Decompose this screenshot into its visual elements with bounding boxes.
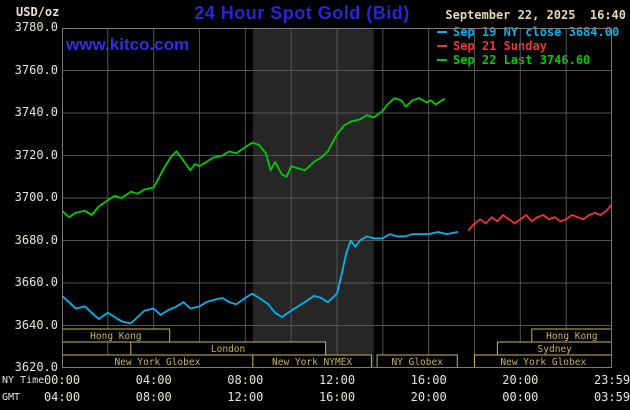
y-axis-tick-label: 3700.0 — [14, 190, 58, 204]
market-session-label: Sydney — [538, 344, 573, 355]
y-axis-tick-label: 3780.0 — [14, 20, 58, 34]
y-axis-tick-label: 3680.0 — [14, 232, 58, 247]
ny-time-tick-label: 00:00 — [43, 373, 81, 387]
chart-datetime: September 22, 2025 16:40 — [445, 8, 626, 22]
price-line-sep21 — [467, 203, 613, 231]
ny-time-tick-label: 12:00 — [318, 373, 356, 387]
market-session-label: Hong Kong — [546, 331, 597, 342]
gmt-axis-caption: GMT — [2, 392, 21, 403]
gmt-tick-label: 03:59 — [593, 390, 630, 404]
market-session-label: New York NYMEX — [272, 357, 352, 368]
page-title: 24 Hour Spot Gold (Bid) — [194, 3, 410, 23]
y-axis-tick-label: 3640.0 — [14, 317, 58, 332]
legend-line-swatch — [437, 45, 447, 47]
y-axis-tick-label: 3620.0 — [14, 360, 58, 374]
gmt-tick-label: 20:00 — [410, 390, 447, 404]
ny-time-tick-label: 16:00 — [410, 373, 447, 387]
chart-plot-area: Hong Kong Hong Kong London Sydney New York G… — [61, 27, 613, 369]
gmt-tick-label: 00:00 — [502, 390, 539, 404]
gmt-axis: 04:00 08:00 12:00 16:00 20:00 00:00 03:59 — [0, 390, 630, 404]
gmt-tick-label: 08:00 — [135, 390, 172, 404]
market-session-label: Hong Kong — [90, 331, 141, 342]
y-axis-units-label: USD/oz — [16, 5, 60, 19]
kitco-watermark-link[interactable]: www.kitco.com — [66, 35, 190, 54]
y-axis-tick-label: 3720.0 — [14, 147, 58, 162]
chart-svg: Hong Kong Hong Kong London Sydney New York G… — [61, 27, 613, 369]
market-session-label: London — [211, 344, 245, 355]
gmt-tick-label: 16:00 — [318, 390, 356, 404]
ny-time-axis-caption: NY Time — [2, 375, 45, 386]
ny-time-tick-label: 08:00 — [227, 373, 264, 387]
y-axis-tick-label: 3740.0 — [14, 105, 58, 119]
ny-time-axis: 00:00 04:00 08:00 12:00 16:00 20:00 23:59 — [0, 373, 630, 387]
y-axis-tick-label: 3660.0 — [14, 275, 58, 289]
market-session-label: New York Globex — [500, 357, 586, 368]
ny-time-tick-label: 23:59 — [593, 373, 630, 387]
legend-label: Sep 21 Sunday — [453, 39, 547, 53]
market-session-label: NY Globex — [391, 357, 443, 368]
plot-border — [62, 28, 612, 368]
gmt-tick-label: 12:00 — [227, 390, 264, 404]
ny-time-tick-label: 04:00 — [135, 373, 172, 387]
y-axis-tick-label: 3760.0 — [14, 62, 58, 77]
legend-line-swatch — [437, 31, 447, 33]
legend-label: Sep 22 Last 3746.60 — [453, 53, 591, 67]
market-session-label: New York Globex — [115, 357, 201, 368]
legend-line-swatch — [437, 59, 447, 61]
price-line-sep22 — [61, 97, 445, 219]
price-line-sep19 — [61, 231, 459, 325]
ny-time-tick-label: 20:00 — [502, 373, 539, 387]
legend-item-sep22: Sep 22 Last 3746.60 — [437, 53, 619, 67]
gmt-tick-label: 04:00 — [43, 390, 81, 404]
legend-item-sep21: Sep 21 Sunday — [437, 39, 619, 53]
